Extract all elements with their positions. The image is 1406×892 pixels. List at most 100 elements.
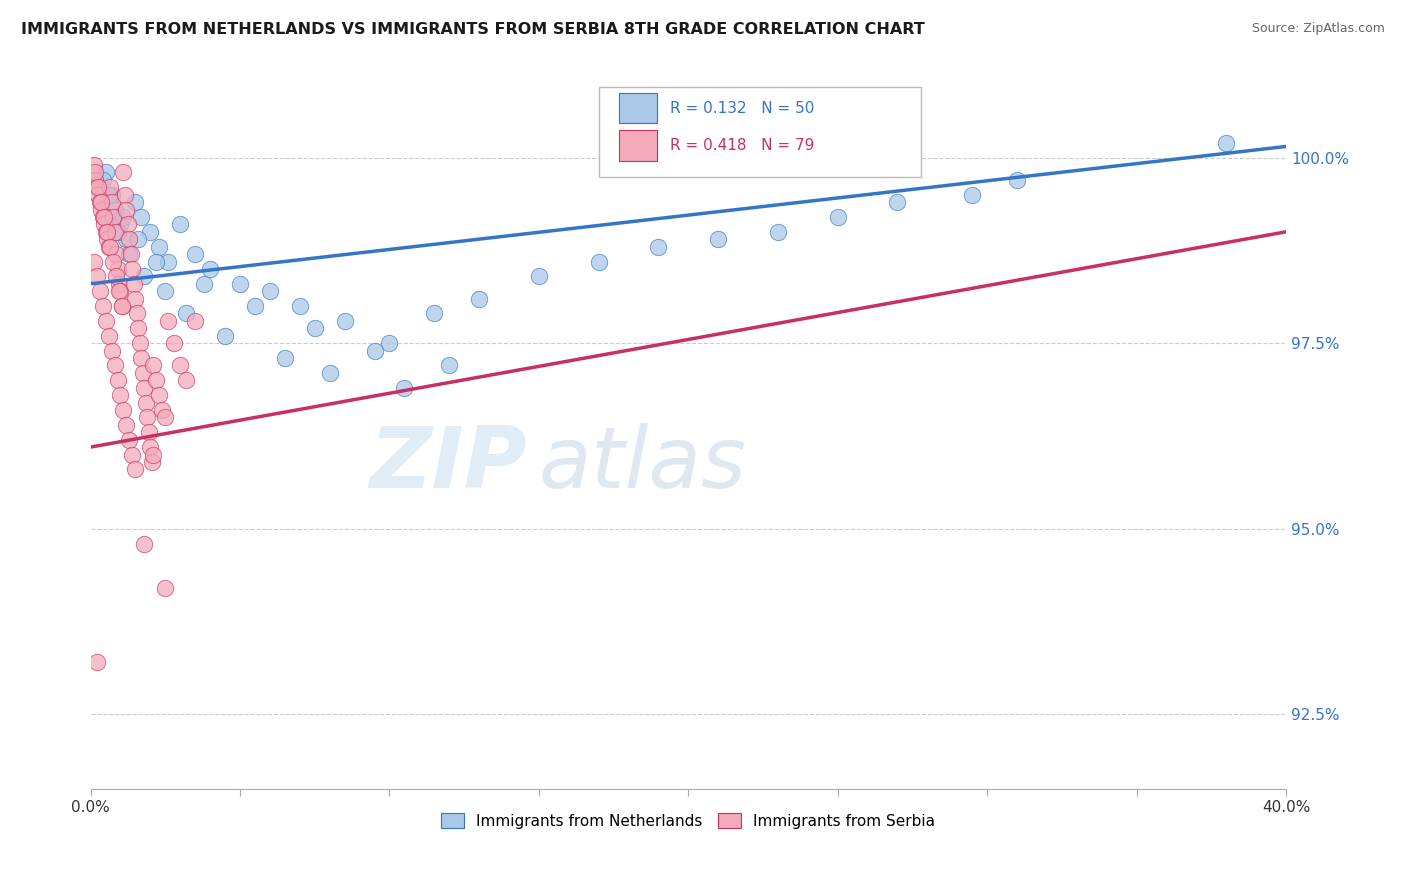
Point (97, 240, 120, 254)
Point (145, 254, 167, 268)
Point (155, 410, 177, 425)
Point (145, 373, 167, 387)
Point (124, 462, 146, 476)
Point (117, 218, 139, 232)
Point (90, 195, 112, 210)
Point (100, 343, 122, 358)
Point (108, 277, 131, 291)
Point (107, 261, 129, 276)
Point (94, 225, 117, 239)
Point (439, 359, 461, 373)
Point (1215, 136, 1237, 150)
Point (115, 232, 138, 246)
Point (148, 240, 170, 254)
Point (111, 299, 134, 313)
Point (124, 195, 146, 210)
Point (124, 292, 146, 306)
Point (142, 448, 165, 462)
Point (112, 165, 135, 179)
Point (174, 306, 197, 320)
Point (101, 210, 124, 224)
Point (527, 269, 550, 284)
Point (707, 232, 730, 246)
Point (138, 425, 160, 440)
Point (105, 269, 128, 284)
Point (135, 395, 157, 409)
Point (766, 225, 789, 239)
Point (304, 321, 326, 335)
Point (198, 261, 221, 276)
Bar (619, 130, 657, 161)
Point (87, 187, 110, 202)
Point (105, 247, 128, 261)
Point (86, 269, 108, 284)
Legend: Immigrants from Netherlands, Immigrants from Serbia: Immigrants from Netherlands, Immigrants … (436, 807, 942, 835)
Point (588, 254, 610, 268)
Point (94, 314, 117, 328)
Point (141, 455, 163, 469)
Point (394, 381, 416, 395)
Point (827, 210, 849, 224)
Point (131, 210, 153, 224)
Point (184, 247, 207, 261)
Point (125, 306, 148, 320)
Point (115, 417, 138, 432)
Point (103, 225, 125, 239)
Point (132, 366, 155, 380)
Text: IMMIGRANTS FROM NETHERLANDS VS IMMIGRANTS FROM SERBIA 8TH GRADE CORRELATION CHAR: IMMIGRANTS FROM NETHERLANDS VS IMMIGRANT… (21, 22, 925, 37)
Point (274, 351, 297, 365)
Point (91, 173, 114, 187)
Point (110, 388, 132, 402)
Point (91, 210, 114, 224)
Point (157, 254, 180, 268)
Point (127, 232, 149, 246)
Point (87, 180, 110, 194)
Point (288, 299, 311, 313)
Point (378, 336, 401, 351)
Point (423, 306, 446, 320)
Point (169, 218, 191, 232)
Point (112, 403, 135, 417)
Point (214, 328, 236, 343)
Point (229, 277, 252, 291)
Point (118, 247, 141, 261)
Point (89, 180, 111, 194)
Point (89, 284, 111, 298)
Point (118, 232, 141, 246)
Point (86, 180, 108, 194)
Point (886, 195, 908, 210)
Point (90, 202, 112, 217)
Text: R = 0.132   N = 50: R = 0.132 N = 50 (671, 101, 814, 116)
Point (93, 210, 115, 224)
Text: Source: ZipAtlas.com: Source: ZipAtlas.com (1251, 22, 1385, 36)
Text: R = 0.418   N = 79: R = 0.418 N = 79 (671, 138, 814, 153)
Point (97, 187, 120, 202)
Point (111, 299, 134, 313)
Point (174, 373, 197, 387)
Point (127, 321, 149, 335)
Point (96, 225, 118, 239)
Point (163, 336, 186, 351)
Point (110, 218, 132, 232)
Point (155, 284, 177, 298)
Point (363, 343, 385, 358)
Point (157, 314, 180, 328)
Point (100, 195, 122, 210)
Point (107, 373, 129, 387)
Point (84, 165, 107, 179)
Point (148, 388, 170, 402)
Point (134, 381, 156, 395)
Point (259, 284, 281, 298)
FancyBboxPatch shape (599, 87, 921, 177)
Point (103, 202, 125, 217)
Point (107, 225, 129, 239)
Point (129, 336, 152, 351)
Point (98, 240, 121, 254)
Point (121, 448, 143, 462)
Point (139, 225, 162, 239)
Point (142, 359, 165, 373)
Point (155, 581, 177, 595)
Point (108, 284, 131, 298)
Point (103, 359, 125, 373)
Point (94, 165, 117, 179)
